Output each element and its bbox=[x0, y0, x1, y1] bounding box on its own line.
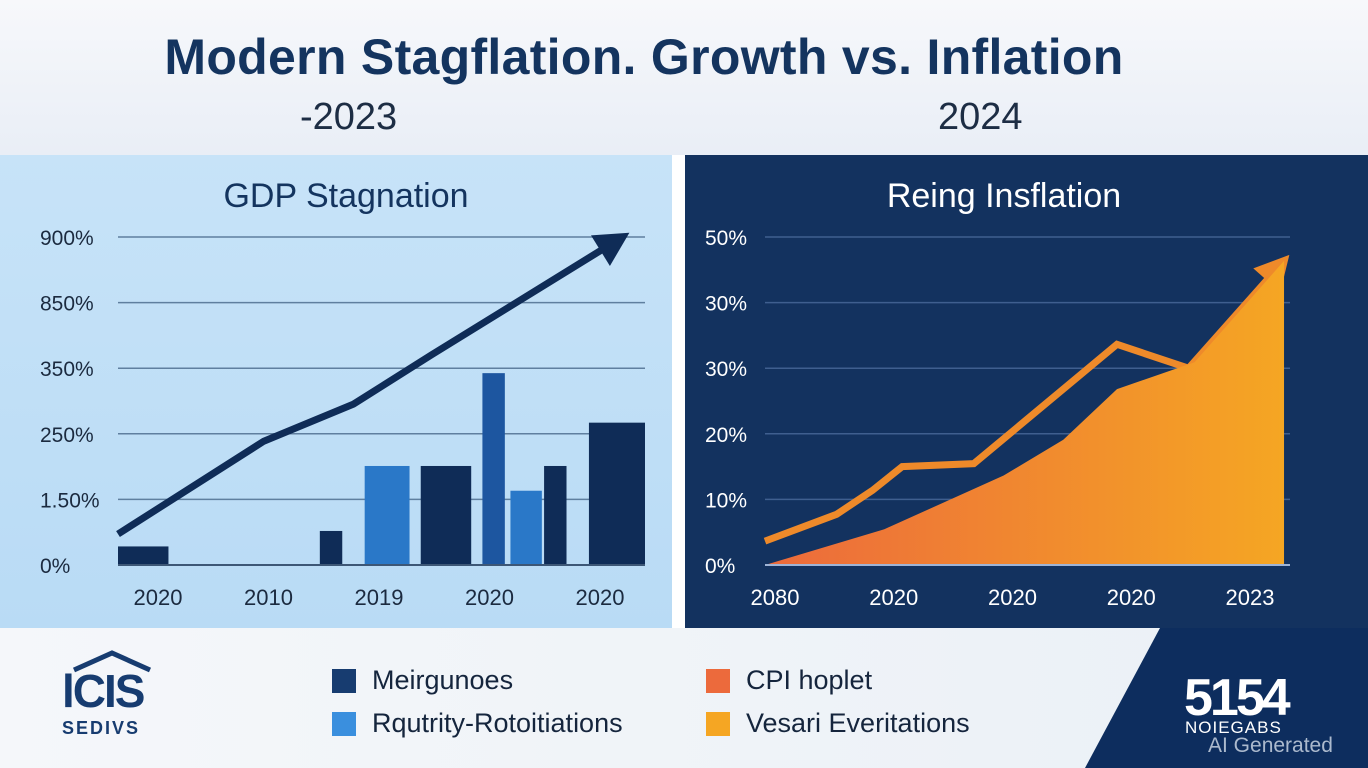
y-tick-label: 20% bbox=[705, 424, 747, 447]
area-fill bbox=[765, 260, 1285, 565]
bar bbox=[588, 422, 645, 565]
inflation-panel: Reing Insflation 50% 30% 30% 20% 10% 0% 2080 202… bbox=[685, 155, 1368, 628]
bar bbox=[420, 465, 472, 565]
x-tick-label: 2010 bbox=[244, 585, 293, 610]
x-tick-label: 2020 bbox=[869, 585, 918, 610]
y-tick-label: 250% bbox=[40, 424, 94, 447]
y-tick-label: 50% bbox=[705, 227, 747, 250]
y-tick-label: 850% bbox=[40, 293, 94, 316]
legend-item: CPI hoplet bbox=[706, 665, 872, 696]
x-tick-label: 2080 bbox=[751, 585, 800, 610]
bar bbox=[364, 465, 410, 565]
x-tick-label: 2020 bbox=[576, 585, 625, 610]
legend-swatch bbox=[332, 668, 356, 693]
x-tick-label: 2020 bbox=[465, 585, 514, 610]
x-tick-label: 2020 bbox=[1107, 585, 1156, 610]
y-tick-label: 900% bbox=[40, 227, 94, 250]
footer: lCIS SEDIVS Meirgunoes Rqutrity-Rotoitia… bbox=[0, 628, 1368, 768]
chart-title: Reing Insflation bbox=[887, 177, 1121, 215]
bar bbox=[482, 373, 505, 565]
y-tick-label: 1.50% bbox=[40, 489, 100, 512]
legend-item: Vesari Everitations bbox=[706, 708, 970, 739]
y-tick-label: 0% bbox=[40, 555, 70, 578]
x-tick-label: 2023 bbox=[1226, 585, 1275, 610]
logo: lCIS bbox=[62, 665, 145, 717]
inflation-chart: Reing Insflation 50% 30% 30% 20% 10% 0% 2080 202… bbox=[705, 177, 1290, 610]
legend-label: Vesari Everitations bbox=[746, 708, 970, 738]
house-roof-icon bbox=[72, 650, 152, 673]
series-line bbox=[116, 234, 625, 538]
legend-label: Rqutrity-Rotoitiations bbox=[372, 708, 623, 738]
legend-label: CPI hoplet bbox=[746, 665, 873, 695]
y-tick-label: 0% bbox=[705, 555, 735, 578]
y-tick-label: 30% bbox=[705, 293, 747, 316]
bar bbox=[510, 490, 542, 565]
watermark: AI Generated bbox=[1208, 734, 1333, 757]
year-right: 2024 bbox=[938, 96, 1023, 138]
footer-dark-band bbox=[1085, 628, 1368, 768]
x-tick-label: 2019 bbox=[355, 585, 404, 610]
legend-item: Rqutrity-Rotoitiations bbox=[332, 708, 623, 739]
arrow-head bbox=[590, 232, 630, 266]
x-tick-label: 2020 bbox=[988, 585, 1037, 610]
gdp-chart: GDP Stagnation 900% 850% 350% 250% 1.50% 0% 202… bbox=[40, 177, 645, 610]
badge-subtitle: NOIEGABS bbox=[1185, 718, 1282, 737]
gdp-panel: GDP Stagnation 900% 850% 350% 250% 1.50% 0% 202… bbox=[0, 155, 672, 628]
legend-swatch bbox=[706, 711, 730, 736]
y-tick-label: 350% bbox=[40, 358, 94, 381]
y-tick-label: 10% bbox=[705, 489, 747, 512]
series-line bbox=[763, 258, 1287, 545]
bar bbox=[118, 546, 169, 565]
bar bbox=[544, 465, 567, 565]
year-left: -2023 bbox=[300, 96, 398, 138]
x-tick-label: 2020 bbox=[134, 585, 183, 610]
bar bbox=[319, 530, 343, 565]
chart-title: GDP Stagnation bbox=[223, 177, 468, 215]
legend-swatch bbox=[332, 711, 356, 736]
page-title: Modern Stagflation. Growth vs. Inflation bbox=[164, 29, 1124, 85]
badge-number: 5154 bbox=[1184, 669, 1291, 727]
header: Modern Stagflation. Growth vs. Inflation… bbox=[0, 0, 1368, 155]
legend-swatch bbox=[706, 668, 730, 693]
panel-divider bbox=[672, 155, 685, 628]
legend-item: Meirgunoes bbox=[332, 665, 513, 696]
logo-subtitle: SEDIVS bbox=[62, 718, 141, 738]
y-tick-label: 30% bbox=[705, 358, 747, 381]
legend-label: Meirgunoes bbox=[372, 665, 514, 695]
